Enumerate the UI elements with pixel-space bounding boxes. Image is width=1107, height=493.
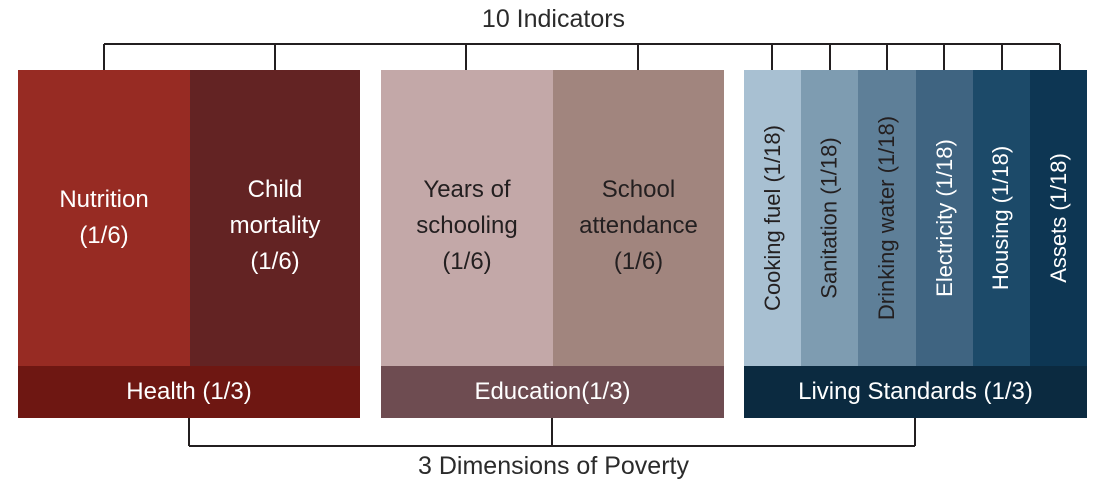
school-attendance-weight: (1/6) [613,248,664,275]
sanitation-label: Sanitation (1/18) [816,137,842,299]
child-mortality-cell: Child mortality (1/6) [190,70,360,366]
child-mortality-weight: (1/6) [250,248,300,275]
nutrition-weight: (1/6) [79,222,129,249]
health-dimension-label: Health (1/3) [126,378,252,405]
living-standards-dimension-label: Living Standards (1/3) [798,378,1033,405]
drinking-water-label: Drinking water (1/18) [874,115,899,321]
school-attendance-cell: School attendance (1/6) [553,70,724,366]
indicators-title: 10 Indicators [481,5,626,33]
child-mortality-label-2: mortality [229,212,321,239]
health-dimension: Health (1/3) [18,366,360,418]
sanitation-cell: Sanitation (1/18) [801,70,858,366]
living-standards-dimension: Living Standards (1/3) [744,366,1087,418]
assets-cell: Assets (1/18) [1030,70,1087,366]
school-attendance-label-1: School [601,176,676,203]
years-of-schooling-label-2: schooling [416,212,518,239]
drinking-water-cell: Drinking water (1/18) [858,70,916,366]
education-dimension-label: Education(1/3) [474,378,631,405]
nutrition-label: Nutrition [59,186,149,213]
cooking-fuel-label: Cooking fuel (1/18) [759,125,785,311]
school-attendance-label-2: attendance [579,212,698,239]
dimensions-title: 3 Dimensions of Poverty [418,452,689,480]
cooking-fuel-cell: Cooking fuel (1/18) [744,70,801,366]
child-mortality-label-1: Child [247,176,303,203]
electricity-label: Electricity (1/18) [931,139,957,297]
housing-label: Housing (1/18) [988,145,1014,291]
nutrition-cell: Nutrition (1/6) [18,70,190,366]
years-of-schooling-label-1: Years of [423,176,511,203]
education-dimension: Education(1/3) [381,366,724,418]
housing-cell: Housing (1/18) [973,70,1030,366]
assets-label: Assets (1/18) [1045,153,1071,283]
years-of-schooling-cell: Years of schooling (1/6) [381,70,553,366]
years-of-schooling-weight: (1/6) [442,248,492,275]
electricity-cell: Electricity (1/18) [916,70,973,366]
